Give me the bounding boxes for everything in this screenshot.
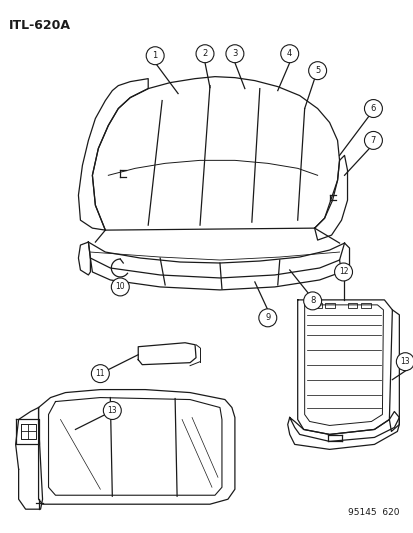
Circle shape (280, 45, 298, 63)
Text: 2: 2 (202, 49, 207, 58)
Text: 11: 11 (95, 369, 105, 378)
Text: 9: 9 (265, 313, 270, 322)
Circle shape (258, 309, 276, 327)
Circle shape (111, 278, 129, 296)
Text: 13: 13 (399, 357, 409, 366)
Circle shape (196, 45, 214, 63)
Circle shape (395, 353, 413, 370)
Circle shape (363, 132, 382, 149)
Text: 1: 1 (152, 51, 157, 60)
Circle shape (103, 401, 121, 419)
Bar (347, 303, 357, 308)
Text: 3: 3 (232, 49, 237, 58)
Text: 13: 13 (107, 406, 117, 415)
Bar (361, 303, 370, 308)
Bar (311, 303, 321, 308)
Text: 4: 4 (286, 49, 292, 58)
Circle shape (146, 47, 164, 64)
Text: 6: 6 (370, 104, 375, 113)
Circle shape (363, 100, 382, 117)
Circle shape (334, 263, 351, 281)
Circle shape (303, 292, 321, 310)
Circle shape (91, 365, 109, 383)
Text: 7: 7 (370, 136, 375, 145)
Text: 95145  620: 95145 620 (347, 508, 399, 517)
Text: 10: 10 (115, 282, 125, 292)
Bar (324, 303, 334, 308)
Text: ITL-620A: ITL-620A (9, 19, 71, 32)
Text: 5: 5 (314, 66, 320, 75)
Text: 8: 8 (309, 296, 315, 305)
Circle shape (225, 45, 243, 63)
Circle shape (308, 62, 326, 79)
Text: 12: 12 (338, 268, 347, 277)
